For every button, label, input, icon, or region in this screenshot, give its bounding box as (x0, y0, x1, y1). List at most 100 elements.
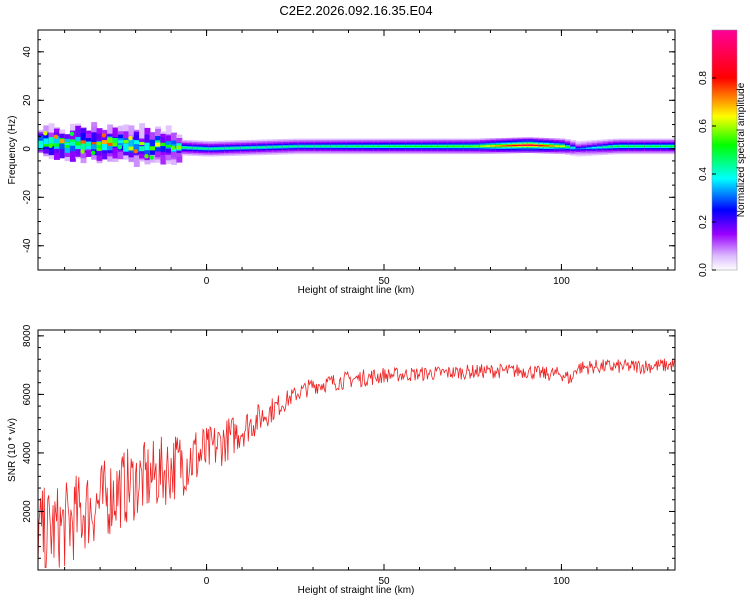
spectrogram-cell (469, 145, 476, 148)
spectrogram-cell (101, 140, 108, 144)
snr-frame (37, 329, 676, 571)
x-tick-label: 50 (378, 576, 390, 587)
spectrogram-cell (570, 147, 577, 149)
y-tick-label: 8000 (22, 324, 33, 347)
spectrogram-image (38, 122, 675, 167)
spectrogram-cell (320, 145, 327, 148)
spectrogram-cell (666, 145, 673, 148)
spectrogram-cell (38, 141, 44, 150)
spectrogram-blob (43, 131, 48, 136)
spectrogram-cell (192, 147, 199, 149)
spectrogram-cell (479, 145, 486, 147)
spectrogram-cell (458, 145, 465, 148)
spectrogram-cell (394, 145, 401, 148)
snr-plot-area (38, 330, 675, 570)
spectrogram-cell (378, 145, 385, 148)
spectrogram-cell (139, 141, 146, 146)
spectrogram-cell (410, 145, 417, 148)
spectrogram-cell (495, 145, 502, 147)
spectrogram-cell (229, 147, 236, 149)
spectrogram-blob (91, 150, 96, 156)
spectrogram-cell (357, 145, 364, 148)
spectrogram-cell (533, 144, 539, 147)
spectrogram-cell (522, 144, 529, 147)
spectrogram-blob (149, 155, 154, 160)
spectrogram-cell (368, 145, 374, 148)
spectrogram-cell (69, 142, 76, 146)
snr-panel: 0 50 100 2000 4000 6000 8000 Height of straigh… (7, 324, 676, 596)
spectrogram-cell (671, 145, 675, 148)
colorbar-gradient (711, 29, 738, 271)
spectrogram-cell (362, 145, 369, 148)
spectrogram-cell (298, 145, 305, 148)
spectrogram-blob (80, 149, 85, 154)
spectrogram-cell (133, 144, 140, 152)
spectrogram-cell (373, 145, 380, 148)
spectrogram-cell (623, 145, 630, 148)
colorbar-tick-label: 0.0 (698, 263, 709, 277)
colorbar-tick-label: 0.6 (698, 119, 709, 133)
spectrogram-cell (437, 145, 444, 148)
spectrogram-cell (618, 145, 625, 148)
snr-ticks: 0 50 100 2000 4000 6000 8000 (22, 324, 675, 587)
spectrogram-cell (453, 145, 460, 148)
spectrogram-cell (485, 145, 492, 147)
spectrogram-cell (415, 145, 422, 148)
spectrogram-cell (38, 140, 44, 145)
spectrogram-cell (336, 145, 343, 148)
chart-title: C2E2.2026.092.16.35.E04 (279, 3, 432, 18)
spectrogram-cell (80, 140, 87, 144)
spectrogram-cell (261, 146, 268, 149)
spectrogram-cell (187, 147, 193, 149)
spectrogram-cell (655, 145, 662, 148)
spectrogram-cell (405, 145, 412, 148)
spectrogram-cell (139, 146, 146, 152)
spectrogram-cell (330, 145, 337, 148)
spectrogram-cell (490, 145, 497, 147)
spectrogram-cell (309, 145, 316, 148)
spectrogram-cell (266, 146, 273, 148)
y-tick-label: 40 (22, 46, 33, 58)
spectrogram-cell (431, 145, 438, 148)
spectrogram-cell (272, 146, 279, 148)
spectrogram-cell (53, 139, 60, 146)
x-tick-label: 100 (553, 276, 570, 287)
spectrogram-cell (549, 145, 555, 147)
spectrogram-cell (59, 139, 66, 144)
spectrogram-blob (48, 143, 53, 148)
spectrogram-cell (282, 145, 289, 148)
snr-y-label: SNR (10 * v/v) (7, 418, 18, 482)
spectrogram-cell (117, 140, 124, 144)
spectrogram-cell (53, 143, 60, 147)
spectrogram-cell (149, 139, 156, 149)
spectrogram-cell (421, 145, 428, 148)
spectrogram-cell (203, 147, 209, 150)
spectrogram-cell (149, 146, 156, 151)
colorbar-tick-label: 0.8 (698, 71, 709, 85)
y-tick-label: 6000 (22, 383, 33, 406)
colorbar-tick-label: 0.2 (698, 215, 709, 229)
x-tick-label: 50 (378, 276, 390, 287)
spectrogram-cell (128, 139, 135, 147)
spectrogram-cell (165, 144, 172, 148)
spectrogram-cell (75, 142, 82, 150)
spectrogram-cell (277, 146, 284, 148)
y-tick-label: 2000 (22, 500, 33, 523)
spectrogram-cell (474, 145, 481, 148)
spectrogram-cell (607, 146, 614, 148)
spectrogram-cell (650, 145, 657, 148)
snr-series-line (38, 358, 675, 569)
spectrogram-cell (293, 145, 300, 148)
spectrogram-x-label: Height of straight line (km) (298, 285, 415, 296)
spectrogram-cell (160, 142, 167, 147)
y-tick-label: 20 (22, 94, 33, 106)
spectrogram-cell (304, 145, 311, 148)
spectrogram-cell (506, 144, 513, 147)
spectrogram-cell (256, 146, 263, 149)
spectrogram-cell (213, 147, 220, 150)
spectrogram-cell (591, 147, 598, 149)
spectrogram-cell (234, 147, 241, 149)
x-tick-label: 0 (204, 576, 210, 587)
spectrogram-cell (91, 142, 98, 145)
